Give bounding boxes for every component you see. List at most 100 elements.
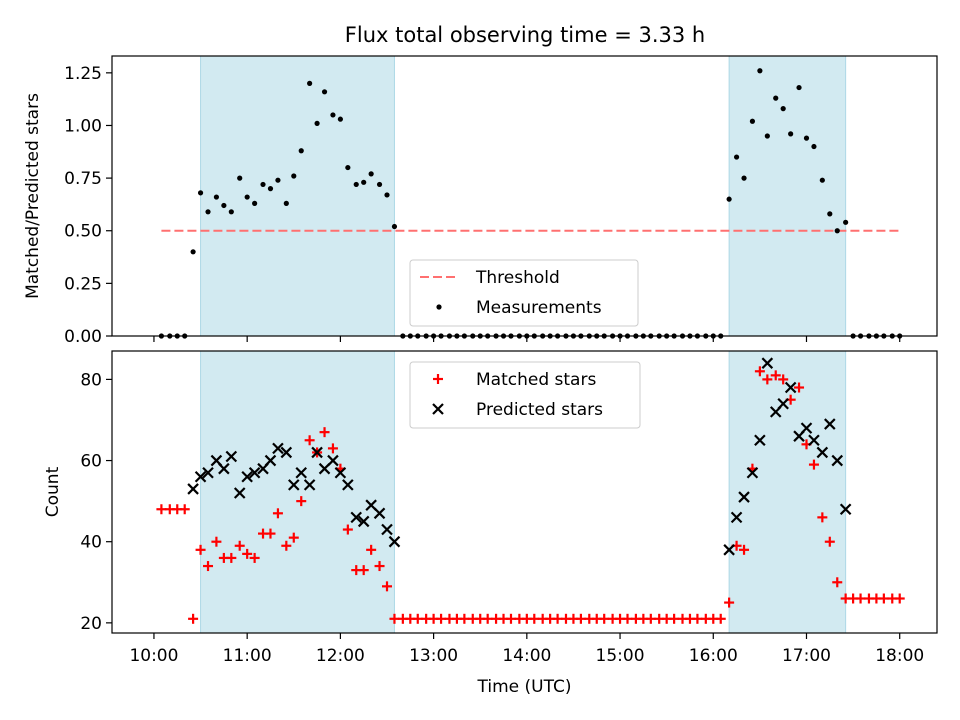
matched-star-point xyxy=(715,613,726,624)
measurement-point xyxy=(819,177,825,183)
measurement-point xyxy=(391,223,398,230)
measurement-point xyxy=(733,154,740,160)
chart-title: Flux total observing time = 3.33 h xyxy=(345,23,705,47)
measurement-point xyxy=(321,89,328,95)
matched-star-point xyxy=(894,593,905,604)
observing-band-2 xyxy=(728,350,847,634)
matched-star-point xyxy=(342,524,353,535)
measurement-point xyxy=(267,186,274,192)
predicted-star-point xyxy=(357,515,370,528)
y-tick-label: 40 xyxy=(80,533,102,553)
matched-star-point xyxy=(226,552,237,563)
matched-star-point xyxy=(505,613,516,624)
matched-star-point xyxy=(366,544,377,555)
measurement-point xyxy=(361,179,367,185)
x-tick-label: 16:00 xyxy=(689,646,738,666)
predicted-star-point xyxy=(350,511,363,524)
matched-star-point xyxy=(794,382,805,393)
matched-star-point xyxy=(599,613,610,624)
ratio-y-label: Matched/Predicted stars xyxy=(23,93,43,299)
matched-star-point xyxy=(754,366,765,377)
legend-matched-label: Matched stars xyxy=(476,370,596,390)
x-tick-label: 18:00 xyxy=(875,646,924,666)
predicted-star-point xyxy=(738,491,750,503)
ratio-x-ticks xyxy=(153,336,901,342)
matched-star-point xyxy=(724,597,735,608)
ratio-y-ticks: 0.00 0.25 0.50 0.75 1.00 1.25 xyxy=(64,64,112,347)
matched-star-point xyxy=(832,577,843,588)
legend-predicted-marker xyxy=(432,403,444,415)
matched-star-point xyxy=(188,613,199,624)
measurement-point xyxy=(291,173,297,179)
matched-star-point xyxy=(374,561,385,572)
observing-band-2 xyxy=(728,55,847,337)
matched-star-point xyxy=(778,374,789,385)
matched-star-point xyxy=(203,561,214,572)
ratio-legend: Threshold Measurements xyxy=(409,259,639,327)
predicted-star-point xyxy=(761,357,774,369)
matched-star-point xyxy=(817,512,828,523)
matched-star-point xyxy=(552,613,563,624)
matched-star-point xyxy=(824,536,835,547)
x-tick-label: 17:00 xyxy=(782,646,831,666)
matched-star-point xyxy=(645,613,656,624)
x-tick-label: 15:00 xyxy=(596,646,645,666)
measurement-point xyxy=(353,181,359,188)
legend-predicted-symbol xyxy=(432,403,444,415)
ratio-axes-frame xyxy=(111,55,938,337)
measurement-point xyxy=(384,192,390,198)
predicted-star-point xyxy=(723,544,735,556)
predicted-star-point xyxy=(754,434,766,447)
matched-star-point xyxy=(412,613,423,624)
measurement-point xyxy=(796,84,802,91)
measurement-point xyxy=(780,106,786,112)
predicted-star-point xyxy=(264,454,277,467)
y-tick-label: 0.25 xyxy=(64,274,102,294)
predicted-star-point xyxy=(295,466,308,479)
predicted-star-point xyxy=(327,454,339,467)
matched-star-point xyxy=(575,613,586,624)
predicted-star-point xyxy=(800,422,813,434)
measurement-point xyxy=(197,190,204,196)
matched-star-point xyxy=(382,581,392,592)
predicted-star-point xyxy=(388,535,401,548)
matched-star-point xyxy=(808,459,819,470)
observing-bands xyxy=(200,55,847,337)
measurement-point xyxy=(275,177,281,183)
measurement-point xyxy=(368,171,374,177)
measurement-point xyxy=(741,175,747,181)
predicted-star-point xyxy=(373,507,386,520)
y-tick-label: 60 xyxy=(80,452,102,472)
legend-measurement-label: Measurements xyxy=(476,298,602,318)
matched-star-point xyxy=(770,370,781,381)
measurement-point xyxy=(244,194,250,200)
observing-band-1 xyxy=(200,350,395,634)
measurement-point xyxy=(827,211,833,217)
x-tick-label: 10:00 xyxy=(129,646,178,666)
measurement-point xyxy=(314,120,320,126)
count-observing-bands xyxy=(200,350,847,634)
predicted-star-point xyxy=(311,446,323,459)
matched-star-point xyxy=(195,544,206,555)
predicted-star-point xyxy=(831,454,844,467)
predicted-star-point xyxy=(730,511,743,524)
matched-star-point xyxy=(249,552,260,563)
predicted-star-points xyxy=(187,357,852,556)
predicted-star-point xyxy=(241,471,253,483)
measurement-point xyxy=(237,175,243,181)
predicted-star-point xyxy=(303,479,316,491)
predicted-star-point xyxy=(746,466,759,479)
matched-star-point xyxy=(296,496,307,507)
matched-star-point xyxy=(327,443,338,454)
matched-star-point xyxy=(762,374,773,385)
matched-star-point xyxy=(739,544,750,555)
measurement-point xyxy=(228,209,234,215)
predicted-star-point xyxy=(225,450,238,463)
count-y-label: Count xyxy=(43,466,63,517)
count-y-ticks: 20 40 60 80 xyxy=(80,370,112,634)
matched-star-point xyxy=(242,548,253,559)
measurement-point xyxy=(337,116,343,122)
matched-star-point xyxy=(304,435,315,446)
matched-star-point xyxy=(878,593,889,604)
